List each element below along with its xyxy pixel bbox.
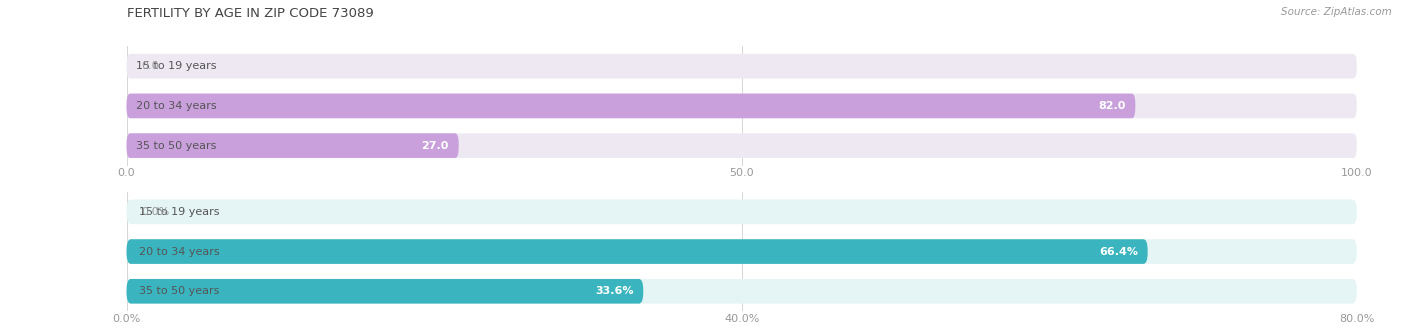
FancyBboxPatch shape xyxy=(127,94,1357,118)
Text: 33.6%: 33.6% xyxy=(595,286,633,296)
FancyBboxPatch shape xyxy=(127,279,1357,304)
Text: 20 to 34 years: 20 to 34 years xyxy=(139,247,219,257)
Text: 27.0: 27.0 xyxy=(422,141,449,151)
FancyBboxPatch shape xyxy=(127,239,1147,264)
Text: 35 to 50 years: 35 to 50 years xyxy=(139,286,219,296)
FancyBboxPatch shape xyxy=(127,239,1357,264)
FancyBboxPatch shape xyxy=(127,94,1136,118)
FancyBboxPatch shape xyxy=(127,200,1357,224)
Text: 82.0: 82.0 xyxy=(1098,101,1126,111)
Text: 0.0: 0.0 xyxy=(141,61,159,71)
Text: 35 to 50 years: 35 to 50 years xyxy=(136,141,217,151)
Text: Source: ZipAtlas.com: Source: ZipAtlas.com xyxy=(1281,7,1392,17)
Text: 0.0%: 0.0% xyxy=(141,207,170,217)
Text: FERTILITY BY AGE IN ZIP CODE 73089: FERTILITY BY AGE IN ZIP CODE 73089 xyxy=(127,7,373,20)
FancyBboxPatch shape xyxy=(127,279,644,304)
Text: 15 to 19 years: 15 to 19 years xyxy=(136,61,217,71)
Text: 20 to 34 years: 20 to 34 years xyxy=(136,101,217,111)
Text: 66.4%: 66.4% xyxy=(1099,247,1137,257)
FancyBboxPatch shape xyxy=(127,54,1357,78)
FancyBboxPatch shape xyxy=(127,133,458,158)
Text: 15 to 19 years: 15 to 19 years xyxy=(139,207,219,217)
FancyBboxPatch shape xyxy=(127,133,1357,158)
